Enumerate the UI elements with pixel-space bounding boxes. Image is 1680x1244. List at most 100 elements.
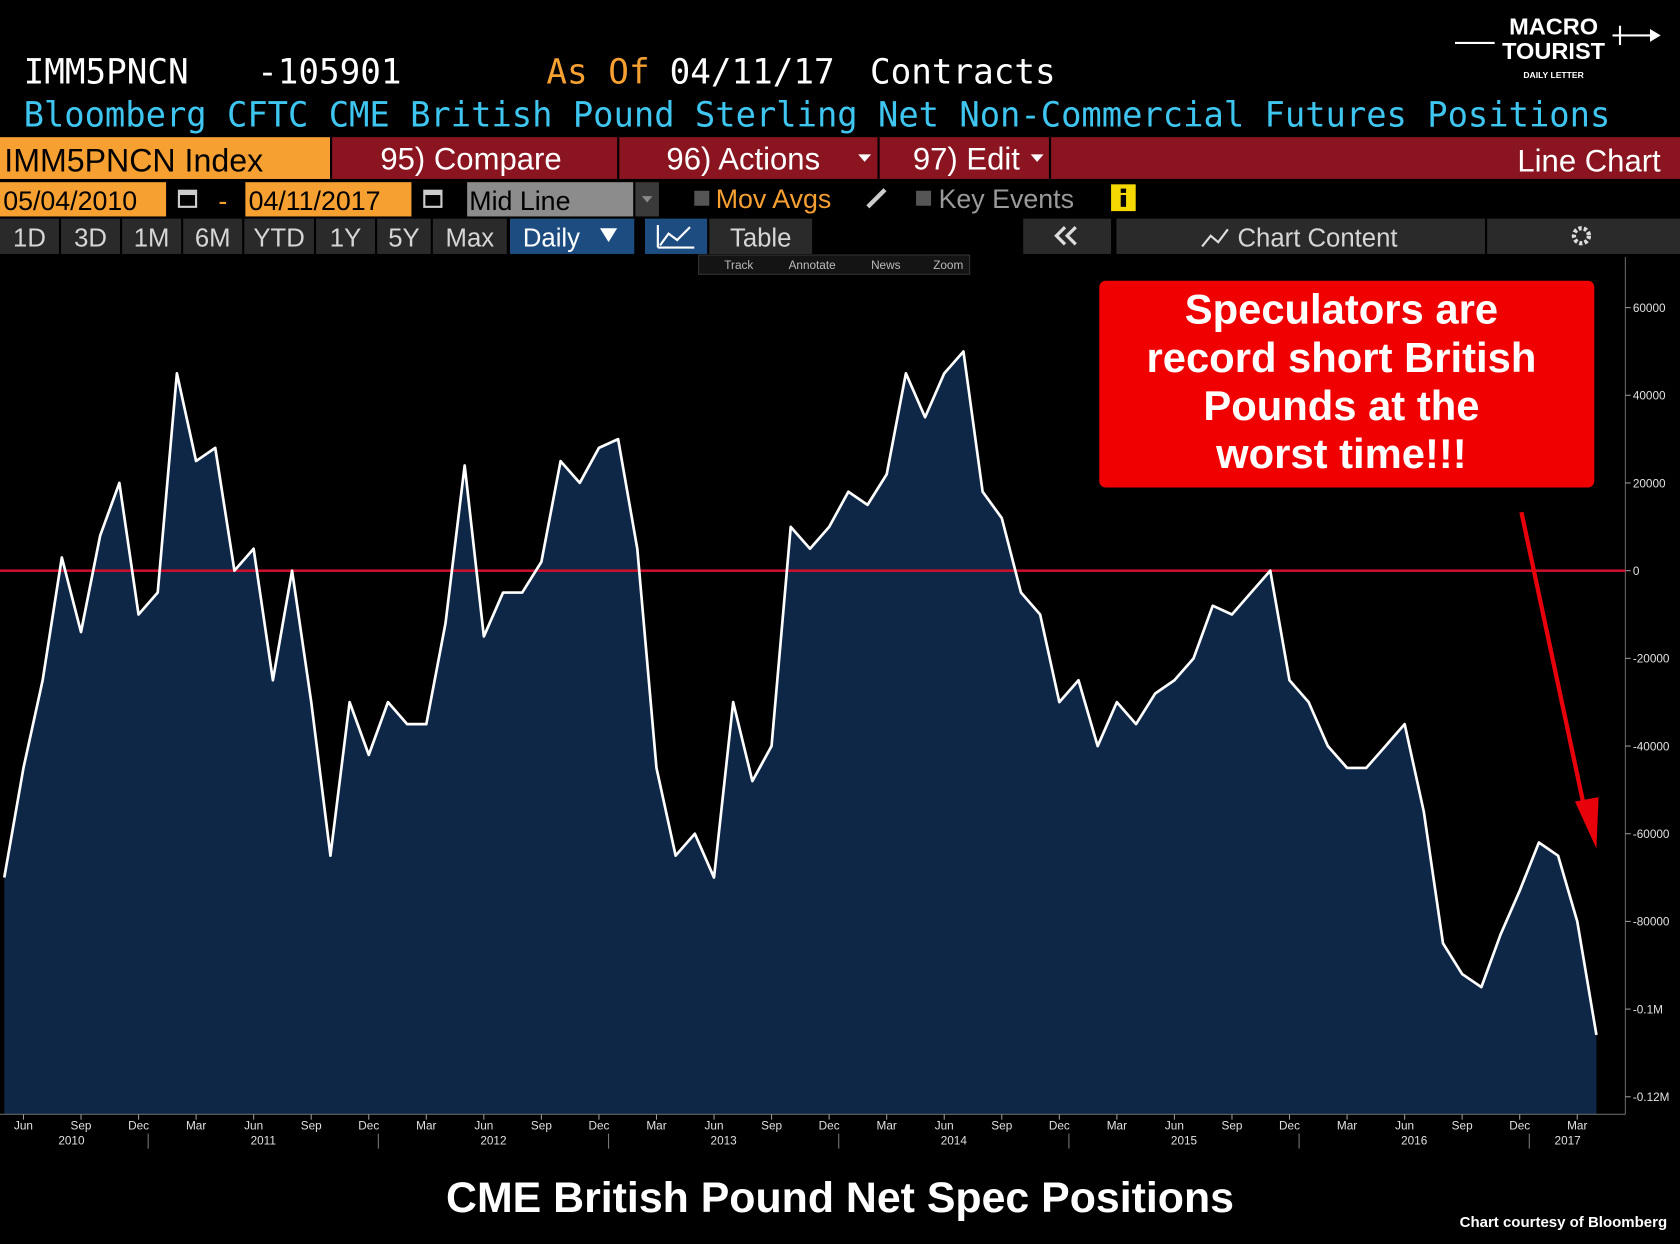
dropdown-caret	[1030, 154, 1044, 162]
y-tick-label: -40000	[1633, 740, 1670, 753]
y-tick-label: -0.12M	[1633, 1091, 1670, 1104]
x-tick-label: Dec	[128, 1119, 149, 1132]
settings-button[interactable]	[1487, 218, 1680, 254]
x-tick-label: Jun	[705, 1119, 724, 1132]
x-tick-label: Dec	[819, 1119, 840, 1132]
chart-content-button[interactable]	[1116, 218, 1485, 254]
period-bar: 1D 3D 1M 6M YTD 1Y 5Y Max	[0, 218, 507, 254]
year-label: 2014	[941, 1134, 968, 1147]
period-button[interactable]	[432, 218, 507, 254]
annotation-line: record short British	[1146, 334, 1536, 381]
compare-menu[interactable]: 95) Compare	[380, 141, 561, 176]
start-date[interactable]: 05/04/2010	[3, 186, 137, 216]
year-label: 2017	[1555, 1134, 1581, 1147]
period-label[interactable]: YTD	[253, 224, 304, 252]
tool-label[interactable]: Zoom	[933, 259, 963, 272]
calendar-icon[interactable]	[177, 189, 198, 208]
period-label[interactable]: 5Y	[388, 224, 419, 252]
chart: 60000 40000 20000 0 -20000 -40000 -60000 -80000…	[0, 257, 1670, 1149]
tool-label[interactable]: Annotate	[789, 259, 837, 272]
period-button[interactable]	[244, 218, 314, 254]
info-icon[interactable]	[1111, 184, 1136, 212]
annotation-arrow-head	[1575, 797, 1599, 849]
chart-title: CME British Pound Net Spec Positions	[446, 1174, 1234, 1222]
x-tick-label: Mar	[1107, 1119, 1127, 1132]
y-tick-label: 20000	[1633, 477, 1666, 490]
ticker: IMM5PNCN	[24, 53, 189, 93]
checkbox[interactable]	[916, 190, 932, 206]
edit-menu[interactable]: 97) Edit	[913, 141, 1020, 176]
x-tick-label: Mar	[646, 1119, 666, 1132]
y-tick-label: 60000	[1633, 302, 1666, 315]
x-tick-label: Mar	[1337, 1119, 1357, 1132]
tool-label[interactable]: Track	[724, 259, 753, 272]
x-tick-label: Dec	[1279, 1119, 1300, 1132]
year-label: 2012	[480, 1134, 506, 1147]
collapse-icon	[1064, 226, 1077, 246]
security[interactable]: IMM5PNCN Index	[4, 142, 263, 178]
y-tick-label: -60000	[1633, 828, 1670, 841]
end-date-box[interactable]	[245, 182, 412, 217]
period-button[interactable]	[377, 218, 431, 254]
frequency-box[interactable]	[510, 218, 635, 254]
logo-line: MACRO	[1509, 13, 1598, 39]
annotation-line: Speculators are	[1185, 286, 1498, 333]
security-box[interactable]	[0, 137, 330, 179]
line	[2, 350, 1598, 1036]
last-value: -105901	[257, 53, 401, 93]
checkbox[interactable]	[694, 190, 710, 206]
table-button[interactable]	[709, 218, 813, 254]
y-tick-label: 0	[1633, 565, 1640, 578]
chart-view-button[interactable]	[645, 218, 708, 254]
annotation-arrow	[1519, 511, 1588, 815]
table-label[interactable]: Table	[730, 224, 791, 252]
pencil-icon[interactable]	[866, 188, 887, 209]
credit: Chart courtesy of Bloomberg	[1460, 1214, 1668, 1231]
period-label[interactable]: 1M	[134, 224, 170, 252]
dropdown-caret	[600, 228, 618, 243]
mov-avgs[interactable]: Mov Avgs	[716, 184, 832, 214]
year-label: 2013	[711, 1134, 738, 1147]
start-date-box[interactable]	[0, 182, 167, 217]
x-tick-label: Mar	[416, 1119, 436, 1132]
x-tick-label: Jun	[1395, 1119, 1414, 1132]
annotation-line: worst time!!!	[1215, 430, 1467, 477]
period-button[interactable]	[316, 218, 375, 254]
logo-line: TOURIST	[1502, 38, 1606, 64]
collapse-icon	[1054, 226, 1067, 246]
calendar-icon[interactable]	[423, 189, 443, 208]
x-tick-label: Dec	[1509, 1119, 1530, 1132]
period-button[interactable]	[0, 218, 59, 254]
x-tick-label: Jun	[244, 1119, 263, 1132]
menu-bar	[332, 137, 1680, 179]
year-label: 2015	[1171, 1134, 1198, 1147]
units: Contracts	[870, 53, 1056, 93]
x-tick-label: Sep	[1221, 1119, 1242, 1132]
period-button[interactable]	[183, 218, 243, 254]
x-tick-label: Dec	[1049, 1119, 1070, 1132]
x-tick-label: Jun	[474, 1119, 493, 1132]
period-label[interactable]: Max	[446, 224, 495, 252]
year-label: 2010	[58, 1134, 85, 1147]
as-of-label: As Of	[546, 53, 649, 93]
x-tick-label: Sep	[301, 1119, 322, 1132]
logo-arrow-head	[1650, 28, 1661, 42]
actions-menu[interactable]: 96) Actions	[666, 141, 820, 176]
tool-label[interactable]: News	[871, 259, 901, 272]
tools-bar	[698, 254, 971, 275]
period-label[interactable]: 6M	[195, 224, 231, 252]
frequency[interactable]: Daily	[523, 224, 580, 252]
key-events[interactable]: Key Events	[939, 184, 1074, 214]
line-mode[interactable]: Mid Line	[469, 186, 570, 216]
period-button[interactable]	[61, 218, 120, 254]
period-label[interactable]: 1D	[13, 224, 46, 252]
chart-content[interactable]: Chart Content	[1238, 224, 1398, 252]
period-button[interactable]	[122, 218, 182, 254]
chart-type[interactable]: Line Chart	[1517, 143, 1661, 178]
line-mode-box[interactable]	[467, 182, 634, 217]
x-tick-label: Sep	[71, 1119, 92, 1132]
period-label[interactable]: 1Y	[330, 224, 361, 252]
period-label[interactable]: 3D	[74, 224, 107, 252]
end-date[interactable]: 04/11/2017	[249, 186, 381, 216]
